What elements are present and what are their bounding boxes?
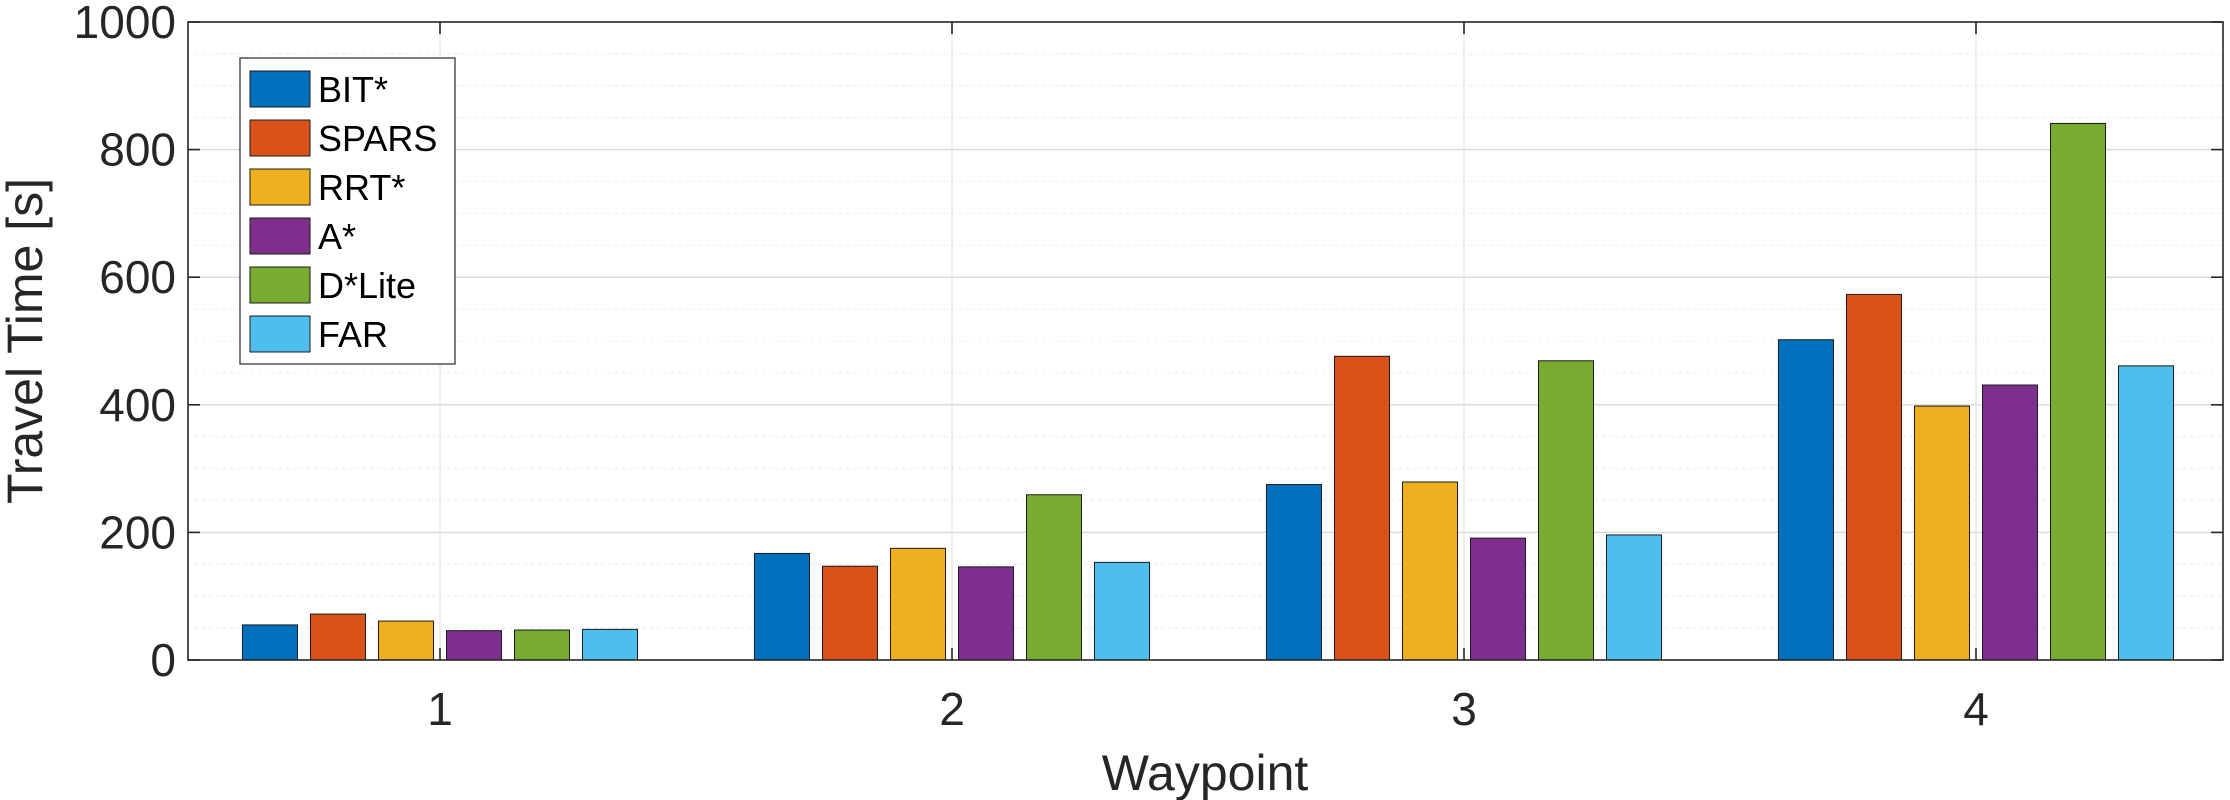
bar-a--waypoint-1 (446, 630, 502, 661)
bar-bit--waypoint-2 (754, 552, 810, 661)
bar-a--waypoint-3 (1470, 537, 1526, 661)
bar-rrt--waypoint-1 (378, 620, 434, 661)
bar-d-lite-waypoint-3 (1538, 360, 1594, 661)
y-tick-label: 600 (99, 251, 176, 303)
bar-d-lite-waypoint-2 (1026, 494, 1082, 661)
y-tick-label: 800 (99, 124, 176, 176)
bar-d-lite-waypoint-1 (514, 629, 570, 661)
bar-rrt--waypoint-4 (1914, 405, 1970, 661)
bar-rrt--waypoint-3 (1402, 481, 1458, 661)
legend-box (239, 57, 456, 365)
bar-bit--waypoint-3 (1266, 484, 1322, 661)
bar-spars-waypoint-4 (1846, 293, 1902, 661)
bar-a--waypoint-4 (1982, 384, 2038, 661)
legend-label: FAR (318, 314, 388, 355)
y-tick-label: 0 (150, 634, 176, 686)
legend-swatch (249, 168, 311, 206)
x-axis-title: Waypoint (1102, 745, 1309, 800)
bar-far-waypoint-2 (1094, 561, 1150, 661)
x-tick-label: 2 (939, 683, 965, 735)
legend-swatch (249, 119, 311, 157)
legend-label: D*Lite (318, 265, 416, 306)
axes-frame (187, 21, 2224, 661)
y-tick-label: 200 (99, 506, 176, 558)
x-tick-label: 3 (1451, 683, 1477, 735)
bar-bit--waypoint-1 (242, 624, 298, 661)
y-axis-title: Travel Time [s] (0, 178, 53, 504)
bar-d-lite-waypoint-4 (2050, 122, 2106, 661)
legend-swatch (249, 315, 311, 353)
bars (242, 122, 2174, 661)
bar-bit--waypoint-4 (1778, 339, 1834, 661)
legend-swatch (249, 266, 311, 304)
y-tick-label: 400 (99, 379, 176, 431)
bar-spars-waypoint-1 (310, 613, 366, 661)
bar-far-waypoint-3 (1606, 534, 1662, 661)
legend-swatch (249, 70, 311, 108)
legend-label: SPARS (318, 118, 437, 159)
x-tick-label: 1 (427, 683, 453, 735)
ticks: 0 200 400 600 800 1000 1 2 3 4 (74, 0, 2223, 735)
legend-label: BIT* (318, 69, 388, 110)
bar-spars-waypoint-2 (822, 565, 878, 661)
legend-label: A* (318, 216, 356, 257)
legend: BIT* SPARS RRT* A* D*Lite FAR (239, 57, 456, 365)
legend-swatch (249, 217, 311, 255)
bar-rrt--waypoint-2 (890, 547, 946, 661)
bar-a--waypoint-2 (958, 566, 1014, 661)
grid (188, 22, 2223, 660)
bar-spars-waypoint-3 (1334, 355, 1390, 661)
bar-far-waypoint-4 (2118, 365, 2174, 661)
x-tick-label: 4 (1963, 683, 1989, 735)
bar-far-waypoint-1 (582, 628, 638, 661)
legend-label: RRT* (318, 167, 405, 208)
y-tick-label: 1000 (74, 0, 176, 48)
